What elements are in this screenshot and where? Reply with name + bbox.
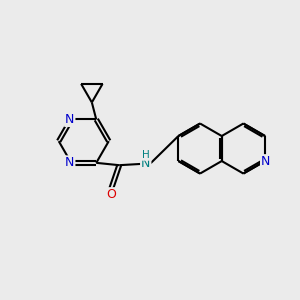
Text: N: N [65, 156, 74, 169]
Text: N: N [141, 157, 150, 169]
Text: N: N [65, 113, 74, 126]
Text: N: N [261, 155, 270, 168]
Text: H: H [142, 150, 150, 160]
Text: O: O [106, 188, 116, 201]
